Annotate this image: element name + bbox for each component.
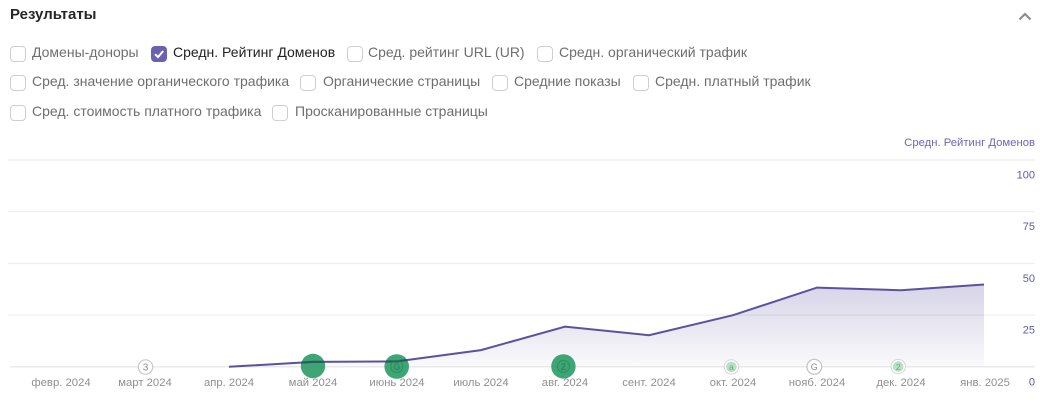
svg-text:3: 3 [143, 363, 149, 374]
svg-text:март 2024: март 2024 [118, 377, 172, 389]
svg-text:июль 2024: июль 2024 [453, 377, 508, 389]
svg-text:дек. 2024: дек. 2024 [876, 377, 925, 389]
svg-text:нояб. 2024: нояб. 2024 [789, 377, 846, 389]
svg-text:окт. 2024: окт. 2024 [710, 377, 757, 389]
svg-text:янв. 2025: янв. 2025 [960, 377, 1010, 389]
svg-text:июнь 2024: июнь 2024 [369, 377, 424, 389]
svg-text:25: 25 [1023, 325, 1035, 337]
svg-text:февр. 2024: февр. 2024 [31, 377, 90, 389]
svg-text:100: 100 [1017, 170, 1035, 182]
svg-text:50: 50 [1023, 273, 1035, 285]
svg-text:апр. 2024: апр. 2024 [204, 377, 254, 389]
svg-text:авг. 2024: авг. 2024 [542, 377, 588, 389]
svg-text:0: 0 [1029, 376, 1035, 388]
svg-text:G: G [393, 362, 400, 372]
svg-text:2: 2 [561, 362, 567, 373]
svg-text:75: 75 [1023, 221, 1035, 233]
svg-text:сент. 2024: сент. 2024 [622, 377, 676, 389]
svg-text:май 2024: май 2024 [289, 377, 338, 389]
svg-text:a: a [729, 362, 734, 372]
svg-text:Средн. Рейтинг Доменов: Средн. Рейтинг Доменов [904, 137, 1035, 149]
svg-text:G: G [811, 362, 818, 372]
svg-text:2: 2 [896, 362, 901, 372]
